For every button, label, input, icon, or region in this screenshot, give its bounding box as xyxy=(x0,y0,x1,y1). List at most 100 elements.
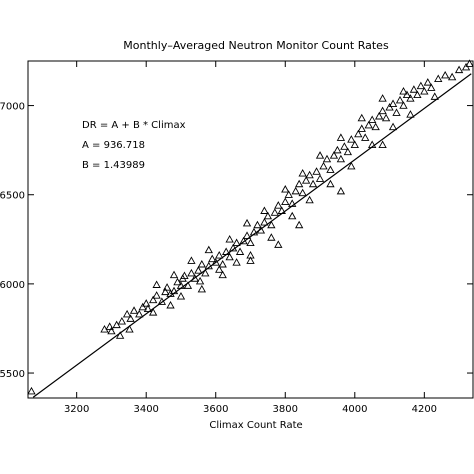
data-point xyxy=(364,120,373,129)
data-point xyxy=(166,300,175,309)
data-point xyxy=(105,322,114,330)
data-point xyxy=(187,268,196,277)
y-tick-label: 6500 xyxy=(0,191,25,202)
x-tick-label: 3200 xyxy=(64,404,89,415)
data-point xyxy=(392,108,401,116)
data-point xyxy=(326,165,335,173)
data-point xyxy=(357,113,366,122)
data-point xyxy=(253,220,262,229)
data-point xyxy=(406,94,415,102)
data-point xyxy=(454,65,464,74)
data-point xyxy=(413,90,422,99)
data-point xyxy=(434,74,443,83)
y-tick-label: 6000 xyxy=(0,280,25,291)
data-point xyxy=(326,179,335,188)
annotation-b-value: B = 1.43989 xyxy=(82,160,145,171)
data-point xyxy=(305,195,314,204)
data-point xyxy=(388,99,398,107)
data-point xyxy=(190,274,200,282)
data-point xyxy=(298,169,307,177)
data-point xyxy=(225,234,234,243)
data-point xyxy=(242,231,252,239)
fit-line xyxy=(32,73,472,398)
data-point xyxy=(274,240,283,248)
data-point xyxy=(201,268,210,277)
data-point xyxy=(336,186,346,195)
data-point xyxy=(423,78,432,86)
data-point xyxy=(197,259,206,268)
data-point xyxy=(161,287,170,296)
data-point xyxy=(225,252,234,261)
data-point xyxy=(315,174,325,182)
data-point xyxy=(312,167,321,175)
data-point xyxy=(399,101,408,109)
annotation-a-value: A = 936.718 xyxy=(82,140,145,151)
data-point xyxy=(336,133,346,141)
data-point xyxy=(180,271,189,280)
data-point xyxy=(378,106,387,115)
data-point xyxy=(173,277,182,286)
data-point xyxy=(152,291,161,299)
data-point xyxy=(295,179,304,188)
data-point xyxy=(197,284,206,293)
x-axis-label: Climax Count Rate xyxy=(209,420,302,431)
data-point xyxy=(148,295,158,304)
data-point xyxy=(298,188,307,197)
data-point xyxy=(416,81,426,90)
data-point xyxy=(336,154,346,163)
data-point xyxy=(340,142,349,150)
data-point xyxy=(126,314,135,322)
data-point xyxy=(267,233,276,241)
data-point xyxy=(195,276,205,285)
data-point xyxy=(138,302,147,311)
x-axis-ticks: 3200 3400 3600 3800 4000 4200 xyxy=(64,61,437,415)
data-point xyxy=(228,243,238,252)
data-point xyxy=(441,70,450,79)
data-point xyxy=(169,270,179,279)
data-point xyxy=(301,176,311,184)
data-point xyxy=(347,161,356,170)
data-point xyxy=(208,254,217,263)
x-tick-label: 4000 xyxy=(342,404,367,415)
data-point xyxy=(465,59,474,67)
data-point xyxy=(112,320,121,329)
data-point xyxy=(374,111,384,120)
x-tick-label: 3800 xyxy=(273,404,298,415)
data-point xyxy=(143,304,153,313)
data-point xyxy=(169,286,179,295)
data-point xyxy=(117,317,127,325)
data-point xyxy=(267,220,276,229)
data-point xyxy=(232,258,241,266)
data-point xyxy=(399,86,408,95)
y-tick-label: 5500 xyxy=(0,369,25,380)
data-point xyxy=(288,199,297,207)
y-axis-ticks: 5500 6000 6500 7000 xyxy=(0,102,473,380)
data-point xyxy=(361,133,370,141)
data-point xyxy=(461,62,471,71)
data-point xyxy=(122,309,132,318)
data-point xyxy=(288,211,297,220)
data-point xyxy=(284,190,293,198)
data-point xyxy=(242,218,252,227)
data-point xyxy=(135,309,144,318)
data-point xyxy=(194,266,203,274)
data-points xyxy=(27,59,474,395)
data-point xyxy=(388,122,398,131)
data-point xyxy=(333,145,342,154)
data-point xyxy=(371,122,380,131)
data-point xyxy=(319,161,328,170)
data-point xyxy=(447,72,457,81)
data-point xyxy=(204,261,213,270)
data-point xyxy=(162,283,172,291)
data-point xyxy=(385,103,394,111)
data-point xyxy=(176,281,186,289)
data-point xyxy=(107,326,116,335)
data-point xyxy=(152,280,161,288)
data-point xyxy=(315,151,325,159)
data-point xyxy=(187,256,196,264)
data-point xyxy=(142,299,151,307)
plot-frame xyxy=(27,60,474,399)
data-point xyxy=(430,92,439,100)
data-point xyxy=(354,129,363,138)
data-point xyxy=(406,110,415,118)
